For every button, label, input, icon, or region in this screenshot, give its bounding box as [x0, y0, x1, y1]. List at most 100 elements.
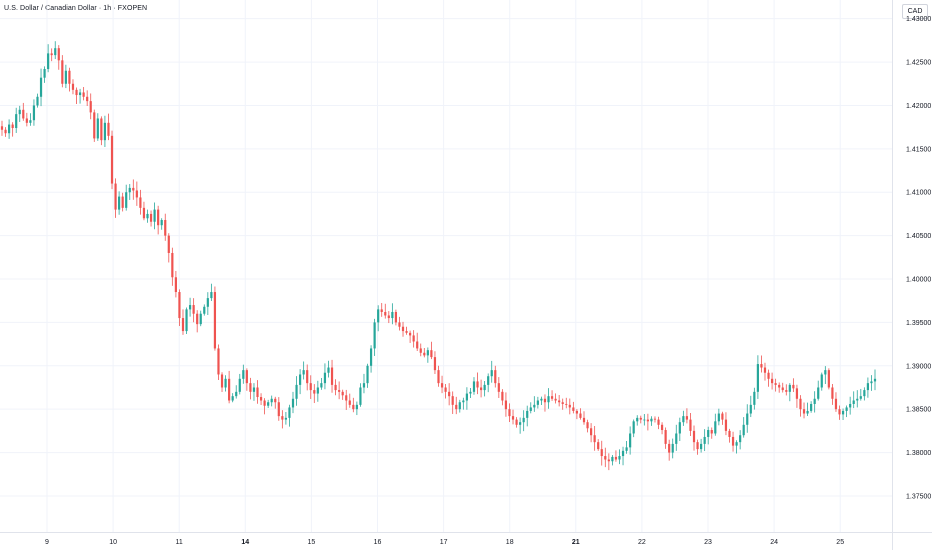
candle-down: [132, 187, 135, 191]
candle-up: [845, 407, 848, 411]
candle-down: [692, 430, 696, 443]
candle-up: [465, 393, 468, 401]
price-tick-label: 1.37500: [906, 493, 931, 500]
candle-down: [774, 383, 777, 385]
candle-up: [231, 396, 234, 401]
chart-title: U.S. Dollar / Canadian Dollar · 1h · FXO…: [4, 5, 148, 12]
candle-up: [636, 417, 639, 422]
candle-down: [668, 443, 671, 453]
candle-down: [696, 442, 699, 450]
candle-up: [632, 421, 635, 434]
candle-up: [618, 456, 621, 460]
candle-up: [813, 398, 816, 404]
candle-up: [824, 370, 827, 375]
candle-up: [118, 196, 121, 210]
candle-down: [114, 183, 117, 210]
currency-badge[interactable]: CAD: [902, 4, 928, 19]
candle-down: [781, 387, 784, 391]
candle-down: [0, 126, 4, 130]
candle-up: [206, 298, 209, 307]
candle-down: [778, 384, 781, 388]
candle-down: [831, 387, 834, 399]
candle-down: [25, 118, 28, 123]
candle-down: [82, 92, 85, 97]
candle-down: [451, 396, 454, 405]
candle-down: [341, 391, 344, 396]
candle-down: [568, 404, 571, 408]
candle-up: [391, 311, 394, 319]
candles: [0, 41, 877, 471]
candle-down: [494, 370, 497, 384]
candle-up: [160, 220, 163, 226]
candle-down: [345, 395, 348, 401]
candle-up: [540, 398, 543, 401]
candle-down: [501, 391, 504, 401]
candle-up: [235, 391, 238, 397]
candle-down: [639, 417, 642, 420]
candle-up: [78, 92, 82, 96]
candle-down: [196, 313, 199, 325]
candle-down: [107, 122, 110, 136]
candle-down: [689, 419, 692, 431]
candle-up: [817, 387, 820, 399]
candle-up: [643, 419, 646, 421]
candle-down: [799, 398, 802, 410]
candle-down: [785, 390, 788, 392]
candle-down: [409, 332, 412, 336]
candle-up: [629, 433, 632, 448]
candle-down: [11, 124, 14, 129]
candle-down: [192, 305, 195, 314]
candle-down: [149, 213, 153, 222]
candle-down: [710, 430, 713, 434]
candle-down: [795, 388, 799, 399]
candle-down: [93, 112, 96, 139]
candle-up: [291, 398, 295, 408]
candle-down: [86, 96, 89, 102]
candle-up: [806, 410, 809, 414]
candle-up: [188, 305, 192, 310]
candle-up: [625, 447, 628, 451]
time-tick-label: 15: [308, 539, 316, 546]
candle-down: [589, 428, 593, 436]
candle-down: [653, 418, 657, 420]
candle-down: [792, 384, 795, 389]
candle-up: [47, 53, 50, 70]
candle-down: [330, 367, 334, 385]
time-tick-label: 18: [506, 539, 514, 546]
candle-down: [100, 118, 103, 141]
candle-up: [621, 450, 625, 457]
candle-up: [359, 387, 362, 405]
candle-up: [224, 378, 227, 388]
candle-up: [462, 400, 465, 403]
candle-down: [22, 109, 25, 119]
candle-down: [440, 383, 444, 388]
candle-up: [323, 372, 327, 384]
candle-down: [597, 442, 600, 450]
price-axis: 1.43000 1.42500 1.42000 1.41500 1.41000 1.405…: [892, 0, 931, 550]
candle-up: [742, 424, 745, 436]
candle-down: [71, 83, 75, 90]
candle-down: [607, 459, 610, 462]
price-tick-label: 1.39500: [906, 320, 931, 327]
candle-up: [242, 370, 245, 379]
candle-up: [64, 70, 67, 84]
candle-up: [199, 313, 202, 325]
candle-up: [469, 391, 472, 394]
candle-up: [295, 384, 298, 399]
candle-down: [760, 364, 763, 368]
price-tick-label: 1.39000: [906, 363, 931, 370]
candle-up: [735, 442, 738, 446]
candle-down: [274, 398, 277, 403]
candle-up: [210, 292, 213, 299]
candle-down: [579, 413, 582, 418]
candle-down: [220, 374, 224, 388]
candle-down: [838, 409, 841, 415]
candle-up: [753, 391, 756, 405]
candle-up: [267, 402, 270, 406]
candle-up: [377, 309, 380, 323]
chart-grid: [0, 0, 892, 532]
time-tick-label: 9: [45, 539, 49, 546]
candle-down: [135, 190, 138, 198]
candle-down: [181, 318, 185, 332]
